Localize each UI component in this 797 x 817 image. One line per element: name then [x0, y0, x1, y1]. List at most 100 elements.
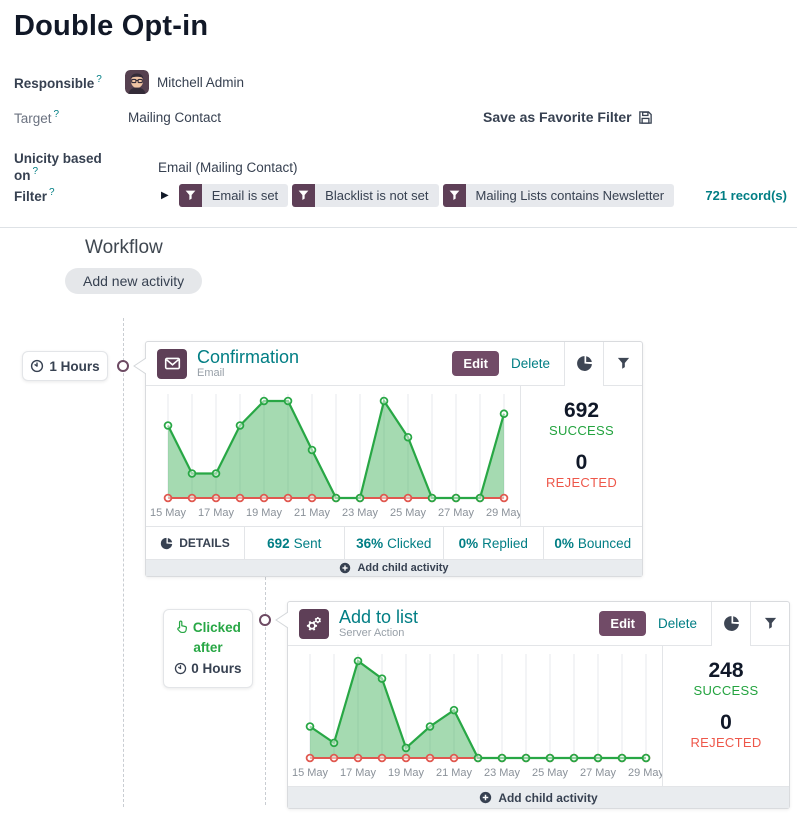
success-rejected-chart: 15 May 17 May 19 May 21 May 23 May 25 May 27 M…	[150, 394, 520, 519]
save-favorite-filter-button[interactable]: Save as Favorite Filter	[483, 109, 653, 125]
svg-text:27 May: 27 May	[580, 767, 617, 779]
help-icon: ?	[49, 187, 55, 198]
success-rejected-chart: 15 May 17 May 19 May 21 May 23 May 25 May 27 M…	[292, 654, 662, 779]
kpi-replied[interactable]: 0% Replied	[443, 527, 543, 559]
funnel-icon	[442, 184, 466, 207]
plus-circle-icon	[480, 791, 492, 804]
svg-text:23 May: 23 May	[342, 507, 379, 519]
trigger-condition-badge[interactable]: Clicked after 0 Hours	[163, 609, 253, 688]
add-child-activity-button[interactable]: Add child activity	[288, 786, 789, 808]
help-icon: ?	[53, 109, 60, 120]
tab-graph[interactable]	[711, 602, 750, 646]
kpi-bounced[interactable]: 0% Bounced	[542, 527, 643, 559]
delete-button[interactable]: Delete	[657, 616, 697, 631]
success-label: SUCCESS	[693, 683, 759, 699]
tab-filter[interactable]	[750, 602, 789, 645]
svg-text:15 May: 15 May	[292, 767, 329, 779]
email-icon	[157, 348, 187, 379]
pie-chart-icon	[161, 537, 173, 549]
kpi-row: DETAILS 692 Sent 36% Clicked 0% Replied 0% B…	[146, 526, 642, 559]
funnel-icon	[617, 357, 629, 369]
activity-chart: 15 May 17 May 19 May 21 May 23 May 25 May 27 M…	[288, 646, 662, 786]
card-pointer	[133, 357, 146, 375]
svg-text:21 May: 21 May	[294, 507, 331, 519]
section-divider	[0, 227, 797, 228]
responsible-value: Mitchell Admin	[157, 74, 245, 90]
pie-chart-icon	[723, 616, 739, 631]
filter-label: Filter?	[14, 187, 55, 204]
target-row: Target? Mailing Contact	[14, 109, 474, 126]
svg-text:29 May: 29 May	[628, 767, 662, 779]
success-label: SUCCESS	[549, 423, 614, 439]
rejected-label: REJECTED	[545, 475, 618, 491]
target-value: Mailing Contact	[128, 110, 222, 125]
activity-card-add-to-list: Add to list Server Action Edit Delete 15…	[287, 601, 790, 809]
svg-text:25 May: 25 May	[390, 507, 427, 519]
activity-stats: 692 SUCCESS 0 REJECTED	[520, 386, 642, 526]
tab-filter[interactable]	[603, 342, 642, 385]
success-count: 692	[563, 399, 600, 422]
responsible-row: Responsible? Mitchell Admin	[14, 70, 784, 94]
success-count: 248	[708, 659, 744, 682]
hand-pointer-icon	[177, 620, 188, 634]
svg-text:19 May: 19 May	[246, 507, 283, 519]
activity-title[interactable]: Confirmation	[197, 346, 300, 367]
trigger-delay: 0 Hours	[174, 659, 242, 679]
svg-text:27 May: 27 May	[438, 507, 475, 519]
delete-button[interactable]: Delete	[510, 356, 550, 371]
kpi-sent[interactable]: 692 Sent	[244, 527, 344, 559]
activity-type: Email	[197, 366, 225, 379]
workflow-title: Workflow	[85, 237, 163, 258]
timeline-line	[265, 577, 266, 805]
svg-text:23 May: 23 May	[484, 767, 521, 779]
trigger-delay-badge[interactable]: 1 Hours	[22, 351, 108, 381]
funnel-icon	[292, 184, 316, 207]
help-icon: ?	[32, 166, 39, 177]
rejected-count: 0	[720, 711, 732, 735]
help-icon: ?	[96, 73, 102, 85]
timeline-node	[259, 614, 271, 626]
filter-chip: Blacklist is not set	[292, 184, 439, 207]
expand-filter-caret-icon[interactable]: ▶	[161, 190, 169, 201]
activity-header: Add to list Server Action Edit Delete	[288, 602, 789, 646]
record-count-link[interactable]: 721 record(s)	[705, 188, 787, 203]
activity-title[interactable]: Add to list	[339, 606, 419, 627]
card-pointer	[275, 611, 288, 629]
filter-row: Filter? ▶ Email is set Blacklist is not …	[14, 184, 797, 207]
unicity-value: Email (Mailing Contact)	[158, 159, 298, 175]
svg-text:25 May: 25 May	[532, 767, 569, 779]
plus-circle-icon	[340, 562, 351, 574]
floppy-disk-icon	[638, 110, 652, 124]
kpi-clicked[interactable]: 36% Clicked	[343, 527, 444, 559]
activity-type: Server Action	[339, 626, 405, 639]
gears-icon	[299, 608, 329, 639]
svg-text:17 May: 17 May	[198, 507, 235, 519]
unicity-row: Unicity based on? Email (Mailing Contact…	[14, 151, 474, 183]
edit-button[interactable]: Edit	[599, 611, 646, 636]
svg-text:15 May: 15 May	[150, 507, 187, 519]
timeline-line	[123, 318, 124, 807]
target-label: Target?	[14, 109, 60, 126]
activity-chart: 15 May 17 May 19 May 21 May 23 May 25 May 27 M…	[146, 386, 520, 526]
add-new-activity-button[interactable]: Add new activity	[65, 268, 203, 294]
timeline-node	[117, 360, 129, 372]
details-button[interactable]: DETAILS	[146, 527, 244, 559]
avatar	[125, 70, 149, 94]
clock-icon	[175, 662, 187, 675]
clock-icon	[31, 359, 44, 373]
svg-text:29 May: 29 May	[486, 507, 520, 519]
activity-card-confirmation: Confirmation Email Edit Delete 15 May 17 …	[145, 341, 643, 577]
rejected-count: 0	[575, 451, 588, 475]
add-child-activity-button[interactable]: Add child activity	[146, 559, 642, 576]
responsible-label: Responsible?	[14, 73, 102, 91]
filter-chip: Email is set	[178, 184, 289, 207]
svg-text:17 May: 17 May	[340, 767, 377, 779]
filter-chip: Mailing Lists contains Newsletter	[442, 184, 675, 207]
unicity-label: Unicity based on?	[14, 151, 102, 183]
svg-text:19 May: 19 May	[388, 767, 425, 779]
filter-chips: Email is set Blacklist is not set Mailin…	[178, 184, 675, 207]
tab-graph[interactable]	[564, 342, 603, 386]
funnel-icon	[764, 617, 776, 629]
edit-button[interactable]: Edit	[452, 351, 499, 376]
